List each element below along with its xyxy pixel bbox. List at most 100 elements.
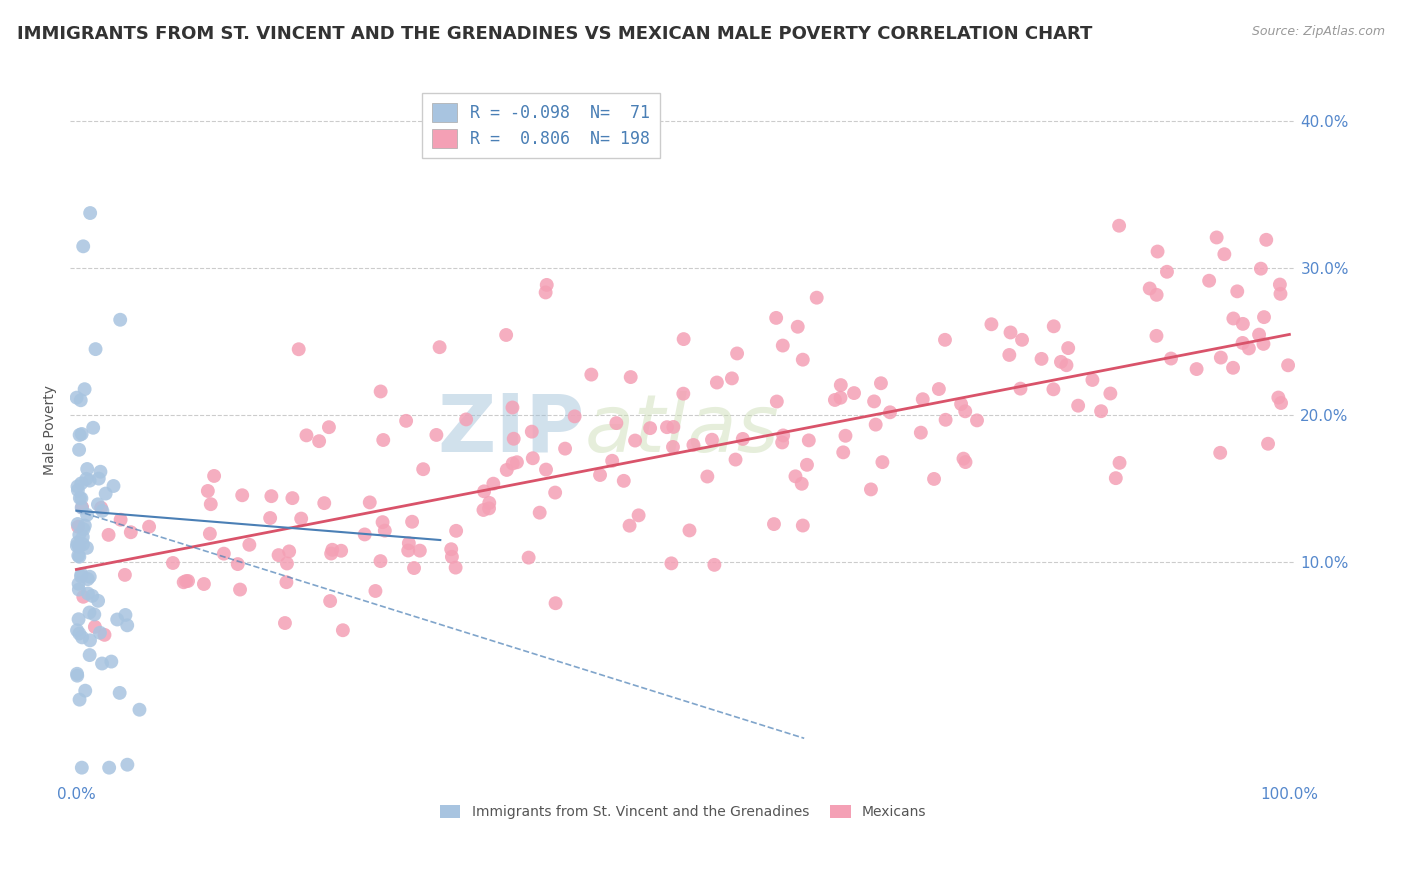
Point	[834, 429, 856, 443]
Point	[174, 574, 197, 588]
Point	[353, 527, 375, 541]
Point	[67, 549, 90, 564]
Point	[472, 503, 495, 517]
Point	[67, 540, 90, 554]
Point	[231, 488, 253, 502]
Point	[772, 338, 794, 352]
Point	[478, 501, 501, 516]
Point	[922, 472, 945, 486]
Point	[79, 474, 101, 488]
Point	[624, 434, 647, 448]
Point	[1237, 342, 1260, 356]
Point	[84, 342, 107, 356]
Point	[662, 440, 685, 454]
Point	[396, 543, 419, 558]
Point	[980, 318, 1002, 332]
Point	[672, 332, 695, 346]
Point	[66, 539, 89, 553]
Point	[425, 428, 447, 442]
Point	[128, 703, 150, 717]
Point	[1222, 311, 1244, 326]
Point	[935, 413, 957, 427]
Point	[67, 576, 90, 591]
Point	[440, 549, 463, 564]
Point	[67, 582, 90, 597]
Point	[731, 432, 754, 446]
Point	[1222, 360, 1244, 375]
Point	[93, 628, 115, 642]
Point	[202, 469, 225, 483]
Point	[87, 497, 110, 511]
Point	[69, 393, 91, 408]
Point	[785, 469, 807, 483]
Point	[796, 458, 818, 472]
Point	[806, 291, 828, 305]
Point	[1011, 333, 1033, 347]
Point	[70, 567, 93, 582]
Point	[70, 500, 93, 515]
Point	[105, 612, 128, 626]
Point	[87, 594, 110, 608]
Point	[482, 476, 505, 491]
Point	[212, 547, 235, 561]
Point	[67, 549, 90, 563]
Point	[67, 519, 90, 533]
Point	[373, 433, 395, 447]
Point	[412, 462, 434, 476]
Point	[1226, 285, 1249, 299]
Point	[69, 428, 91, 442]
Point	[66, 535, 89, 549]
Point	[772, 428, 794, 442]
Point	[619, 518, 641, 533]
Point	[952, 451, 974, 466]
Point	[295, 428, 318, 442]
Point	[1146, 288, 1168, 302]
Point	[314, 496, 336, 510]
Point	[66, 624, 89, 638]
Point	[259, 511, 281, 525]
Point	[79, 206, 101, 220]
Point	[495, 463, 517, 477]
Point	[76, 462, 98, 476]
Point	[75, 683, 97, 698]
Point	[177, 574, 200, 588]
Point	[863, 394, 886, 409]
Point	[1277, 359, 1299, 373]
Point	[274, 615, 297, 630]
Point	[1067, 399, 1090, 413]
Point	[655, 420, 678, 434]
Point	[1010, 382, 1032, 396]
Point	[1146, 244, 1168, 259]
Point	[75, 472, 97, 486]
Point	[89, 625, 111, 640]
Point	[83, 607, 105, 622]
Point	[955, 455, 977, 469]
Point	[520, 425, 543, 439]
Point	[76, 541, 98, 555]
Point	[522, 451, 544, 466]
Point	[67, 612, 90, 626]
Point	[110, 513, 132, 527]
Point	[287, 343, 309, 357]
Point	[308, 434, 330, 449]
Point	[478, 496, 501, 510]
Text: Source: ZipAtlas.com: Source: ZipAtlas.com	[1251, 25, 1385, 38]
Point	[67, 442, 90, 457]
Text: ZIP: ZIP	[437, 391, 585, 469]
Point	[1081, 373, 1104, 387]
Point	[69, 692, 91, 706]
Point	[67, 626, 90, 640]
Point	[100, 655, 122, 669]
Point	[792, 352, 814, 367]
Point	[955, 404, 977, 418]
Point	[724, 452, 747, 467]
Point	[66, 391, 89, 405]
Point	[1108, 456, 1130, 470]
Point	[501, 401, 523, 415]
Point	[1267, 391, 1289, 405]
Point	[70, 631, 93, 645]
Point	[197, 483, 219, 498]
Point	[824, 392, 846, 407]
Point	[70, 427, 93, 442]
Point	[66, 516, 89, 531]
